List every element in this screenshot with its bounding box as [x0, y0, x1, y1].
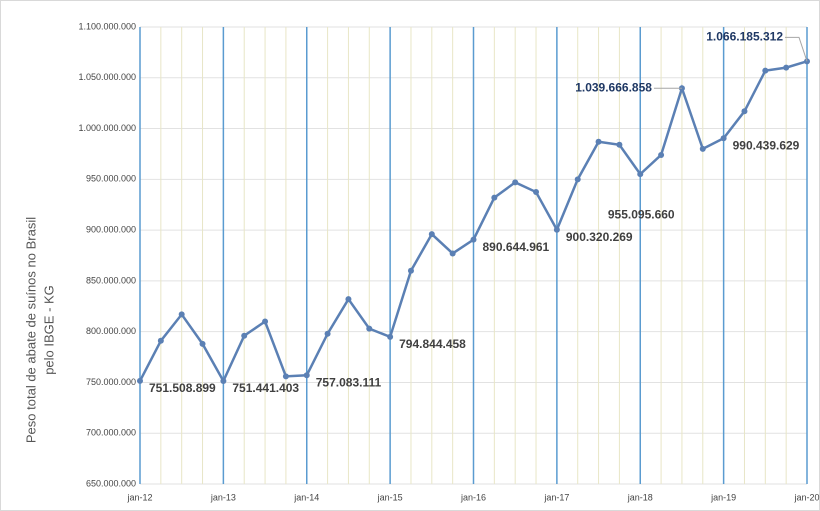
- point: [741, 108, 748, 115]
- point: [574, 176, 581, 183]
- x-tick-label: jan-17: [543, 492, 569, 502]
- point: [533, 189, 540, 196]
- point: [595, 138, 602, 145]
- point: [699, 145, 706, 152]
- x-tick-label: jan-20: [793, 492, 819, 502]
- point: [637, 171, 644, 178]
- point: [407, 267, 414, 274]
- grid: [139, 26, 808, 485]
- data-label: 794.844.458: [399, 337, 466, 351]
- point: [804, 58, 810, 65]
- point: [345, 296, 352, 303]
- point: [720, 135, 727, 142]
- data-label: 751.441.403: [232, 381, 299, 395]
- y-tick-label: 1.100.000.000: [78, 21, 136, 31]
- point: [783, 64, 790, 71]
- y-tick-label: 900.000.000: [86, 224, 136, 234]
- y-tick-label: 700.000.000: [86, 428, 136, 438]
- data-label: 751.508.899: [149, 381, 216, 395]
- point: [241, 332, 248, 339]
- point: [616, 141, 623, 148]
- point: [199, 340, 206, 347]
- x-tick-label: jan-14: [293, 492, 319, 502]
- data-label: 955.095.660: [608, 207, 675, 221]
- point: [324, 330, 331, 337]
- data-label: 890.644.961: [483, 240, 550, 254]
- data-label: 757.083.111: [316, 375, 382, 389]
- x-tick-label: jan-12: [126, 492, 152, 502]
- x-tick-label: jan-19: [710, 492, 736, 502]
- y-tick-label: 1.000.000.000: [78, 123, 136, 133]
- data-label: 1.066.185.312: [706, 30, 783, 44]
- y-axis-label: Peso total de abate de suínos no Brasil: [23, 217, 38, 443]
- point: [157, 337, 164, 344]
- point: [470, 236, 477, 243]
- point: [553, 226, 560, 233]
- point: [220, 377, 227, 384]
- data-label: 1.039.666.858: [575, 80, 652, 94]
- point: [366, 325, 373, 332]
- y-tick-label: 1.050.000.000: [78, 72, 136, 82]
- data-label: 990.439.629: [733, 138, 800, 152]
- point: [178, 311, 185, 318]
- point: [449, 250, 456, 257]
- x-tick-label: jan-16: [460, 492, 486, 502]
- point: [387, 333, 394, 340]
- x-tick-label: jan-15: [377, 492, 403, 502]
- y-tick-label: 850.000.000: [86, 275, 136, 285]
- data-label: 900.320.269: [566, 230, 633, 244]
- label-leader: [785, 36, 808, 62]
- y-tick-label: 750.000.000: [86, 377, 136, 387]
- point: [282, 373, 289, 380]
- point: [137, 377, 143, 384]
- point: [303, 372, 310, 379]
- y-tick-label: 950.000.000: [86, 174, 136, 184]
- point: [428, 231, 435, 238]
- point: [262, 318, 269, 325]
- point: [658, 151, 665, 158]
- y-tick-label: 800.000.000: [86, 326, 136, 336]
- y-axis-label: pelo IBGE - KG: [41, 285, 56, 375]
- point: [762, 67, 769, 74]
- x-tick-label: jan-13: [210, 492, 236, 502]
- point: [512, 179, 519, 186]
- x-tick-label: jan-18: [627, 492, 653, 502]
- point: [491, 194, 498, 201]
- y-tick-label: 650.000.000: [86, 478, 136, 488]
